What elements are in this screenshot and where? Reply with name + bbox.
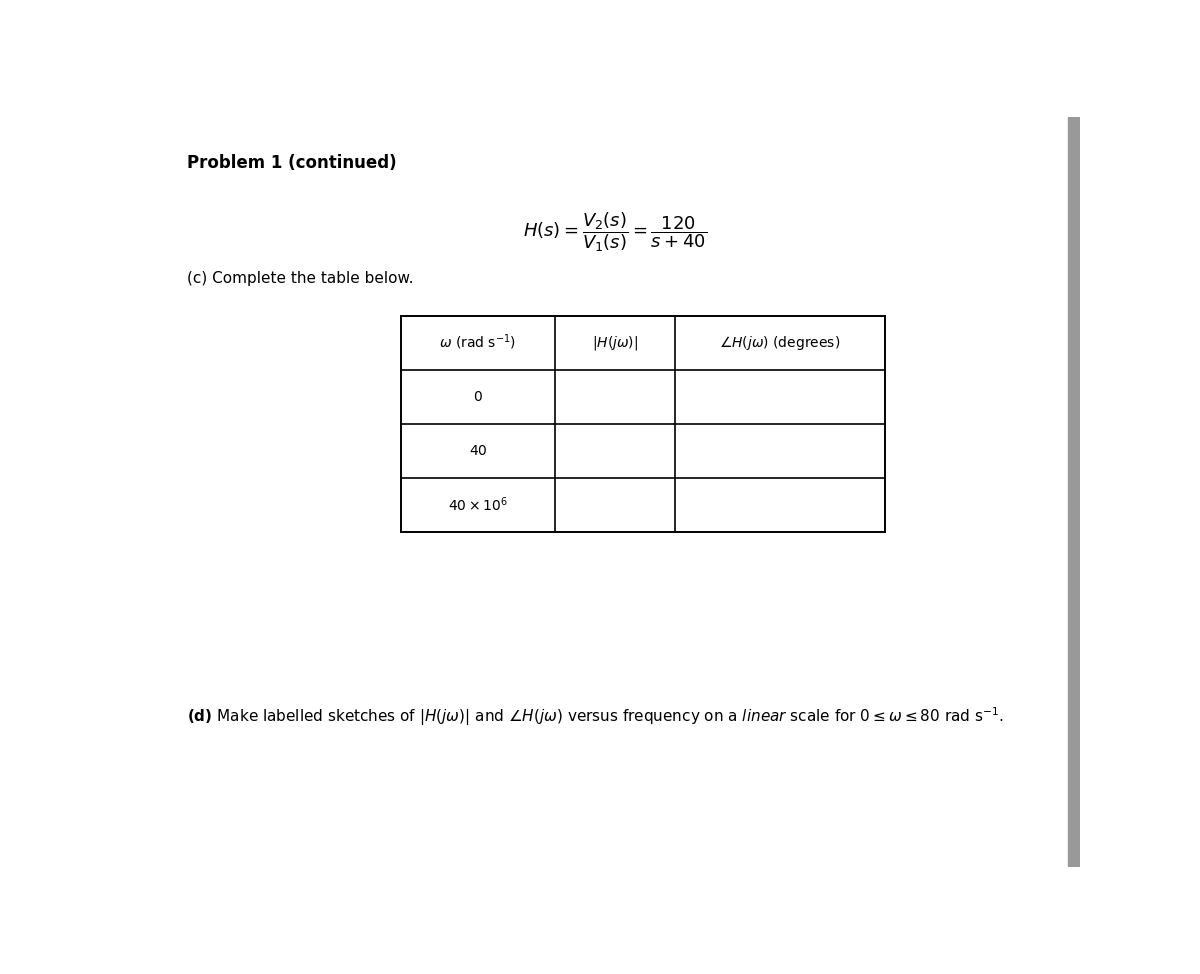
Text: $\mathbf{(d)}$ Make labelled sketches of $|H(j\omega)|$ and $\angle H(j\omega)$ : $\mathbf{(d)}$ Make labelled sketches of… [187, 705, 1004, 729]
Text: $0$: $0$ [473, 390, 482, 403]
Text: $40$: $40$ [468, 443, 487, 458]
Text: (c) Complete the table below.: (c) Complete the table below. [187, 271, 414, 285]
Text: $\omega$ (rad s$^{-1}$): $\omega$ (rad s$^{-1}$) [439, 333, 516, 353]
Bar [1068, 117, 1080, 867]
Text: $|H(j\omega)|$: $|H(j\omega)|$ [592, 334, 638, 352]
Bar [401, 316, 884, 532]
Text: Problem 1 (continued): Problem 1 (continued) [187, 154, 397, 172]
Text: $40 \times 10^6$: $40 \times 10^6$ [448, 496, 508, 514]
Text: $\angle H(j\omega)$ (degrees): $\angle H(j\omega)$ (degrees) [720, 334, 841, 352]
Text: $H(s) = \dfrac{V_2(s)}{V_1(s)} = \dfrac{120}{s + 40}$: $H(s) = \dfrac{V_2(s)}{V_1(s)} = \dfrac{… [523, 210, 707, 254]
